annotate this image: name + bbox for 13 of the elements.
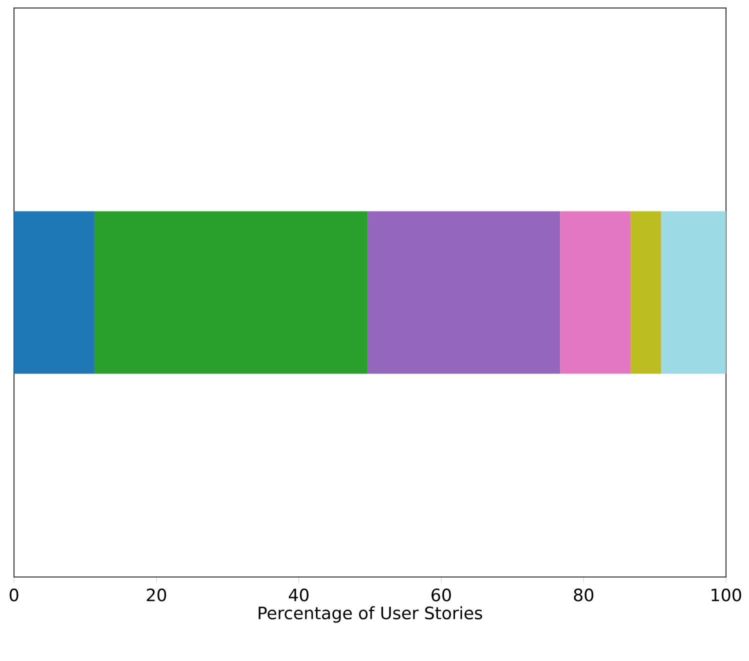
bar <box>94 211 368 374</box>
bar <box>560 211 631 374</box>
x-tick-label: 0 <box>10 588 18 602</box>
x-axis-title: Percentage of User Stories <box>258 606 482 623</box>
x-tick-label: 60 <box>432 588 451 602</box>
bar <box>630 211 662 374</box>
bar <box>14 211 94 374</box>
x-tick-label: 100 <box>712 588 742 602</box>
bar <box>368 211 560 374</box>
x-tick-label: 20 <box>146 588 166 602</box>
x-tick-label: 80 <box>574 588 594 602</box>
bar <box>661 211 726 374</box>
x-tick-label: 40 <box>288 588 308 602</box>
